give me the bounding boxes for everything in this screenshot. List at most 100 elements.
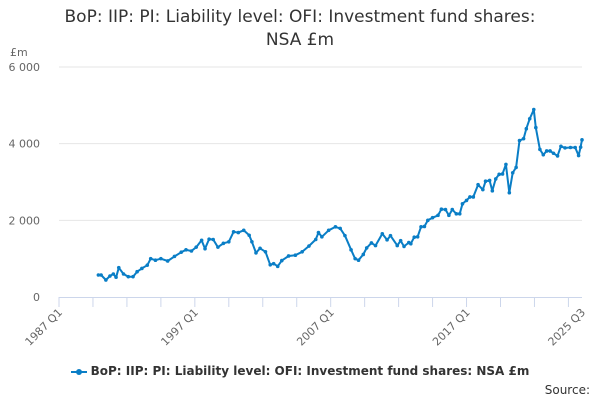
data-point: [333, 225, 338, 229]
data-point: [179, 250, 184, 254]
data-point: [343, 233, 347, 238]
data-point: [538, 147, 542, 152]
data-point: [510, 171, 515, 175]
data-point: [153, 258, 158, 263]
data-point: [263, 249, 268, 254]
data-point: [443, 207, 448, 212]
data-point: [203, 246, 207, 251]
data-point: [380, 231, 385, 236]
data-point: [531, 107, 536, 112]
data-point: [250, 240, 254, 244]
data-point: [573, 145, 578, 150]
data-point: [211, 237, 215, 242]
data-point: [521, 136, 526, 141]
data-point: [236, 230, 241, 235]
y-tick-label: 0: [33, 291, 40, 304]
data-point: [419, 225, 423, 229]
data-point: [140, 266, 144, 271]
data-point: [199, 238, 204, 243]
data-point: [534, 125, 538, 130]
data-point: [316, 230, 321, 235]
data-point: [568, 145, 573, 150]
data-point: [241, 228, 246, 233]
data-point: [216, 245, 220, 249]
chart-title-line-1: BoP: IIP: PI: Liability level: OFI: Inve…: [64, 7, 536, 27]
data-point: [412, 235, 417, 239]
data-point: [548, 149, 552, 153]
data-point: [544, 149, 549, 153]
data-point: [460, 202, 465, 206]
data-point: [409, 241, 413, 246]
data-point: [541, 152, 546, 157]
data-point: [231, 230, 236, 234]
data-point: [487, 178, 492, 183]
data-point: [493, 177, 498, 181]
data-point: [131, 274, 135, 279]
data-point: [353, 256, 357, 261]
data-point: [99, 273, 103, 277]
data-point: [159, 256, 163, 261]
legend-label: BoP: IIP: PI: Liability level: OFI: Inve…: [90, 364, 530, 378]
data-point: [313, 237, 318, 242]
data-point: [497, 172, 501, 177]
data-point: [454, 212, 459, 216]
data-point: [268, 263, 273, 267]
data-point: [148, 256, 153, 261]
data-point: [369, 241, 374, 245]
data-point: [447, 213, 451, 218]
data-point: [326, 228, 331, 233]
data-point: [426, 218, 430, 223]
data-point: [398, 238, 403, 243]
legend-item[interactable]: BoP: IIP: PI: Liability level: OFI: Inve…: [0, 364, 600, 378]
data-point: [551, 151, 556, 156]
data-point: [517, 138, 522, 143]
data-point: [108, 274, 112, 278]
data-point: [514, 165, 518, 170]
data-point: [172, 254, 177, 259]
legend-marker-icon: [70, 368, 87, 375]
data-point: [468, 195, 472, 199]
data-point: [436, 213, 440, 218]
data-point: [364, 246, 369, 250]
data-point: [402, 244, 406, 249]
data-point: [349, 248, 353, 252]
data-point: [111, 272, 116, 276]
data-point: [439, 207, 444, 212]
data-point: [578, 145, 583, 149]
data-point: [500, 172, 505, 176]
data-point: [395, 243, 400, 248]
data-point: [207, 237, 211, 241]
x-tick-label: 1987 Q1: [23, 306, 66, 349]
data-point: [481, 187, 485, 192]
y-axis-unit-label: £m: [10, 46, 28, 59]
data-point: [527, 116, 532, 121]
data-point: [307, 244, 311, 248]
data-point: [483, 179, 488, 184]
data-point: [464, 198, 469, 203]
data-point: [116, 265, 121, 270]
data-point: [555, 154, 560, 158]
data-point: [286, 254, 291, 258]
chart-title: BoP: IIP: PI: Liability level: OFI: Inve…: [0, 6, 600, 52]
data-point: [258, 246, 262, 251]
data-point: [385, 238, 389, 242]
data-point: [559, 144, 563, 149]
data-point: [507, 190, 512, 195]
source-label: Source:: [544, 383, 590, 397]
data-point: [135, 269, 139, 274]
y-tick-label: 2 000: [9, 214, 41, 227]
data-point: [126, 274, 131, 279]
data-point: [524, 126, 529, 131]
data-point: [457, 212, 462, 216]
data-point: [373, 243, 378, 248]
data-point: [504, 162, 508, 167]
data-point: [145, 263, 150, 267]
x-tick-label: 1997 Q1: [158, 306, 201, 349]
series-line: [98, 108, 583, 281]
data-point: [338, 226, 342, 231]
data-point: [293, 253, 298, 258]
data-point: [184, 248, 188, 252]
data-point: [271, 261, 276, 266]
data-point: [96, 273, 101, 277]
